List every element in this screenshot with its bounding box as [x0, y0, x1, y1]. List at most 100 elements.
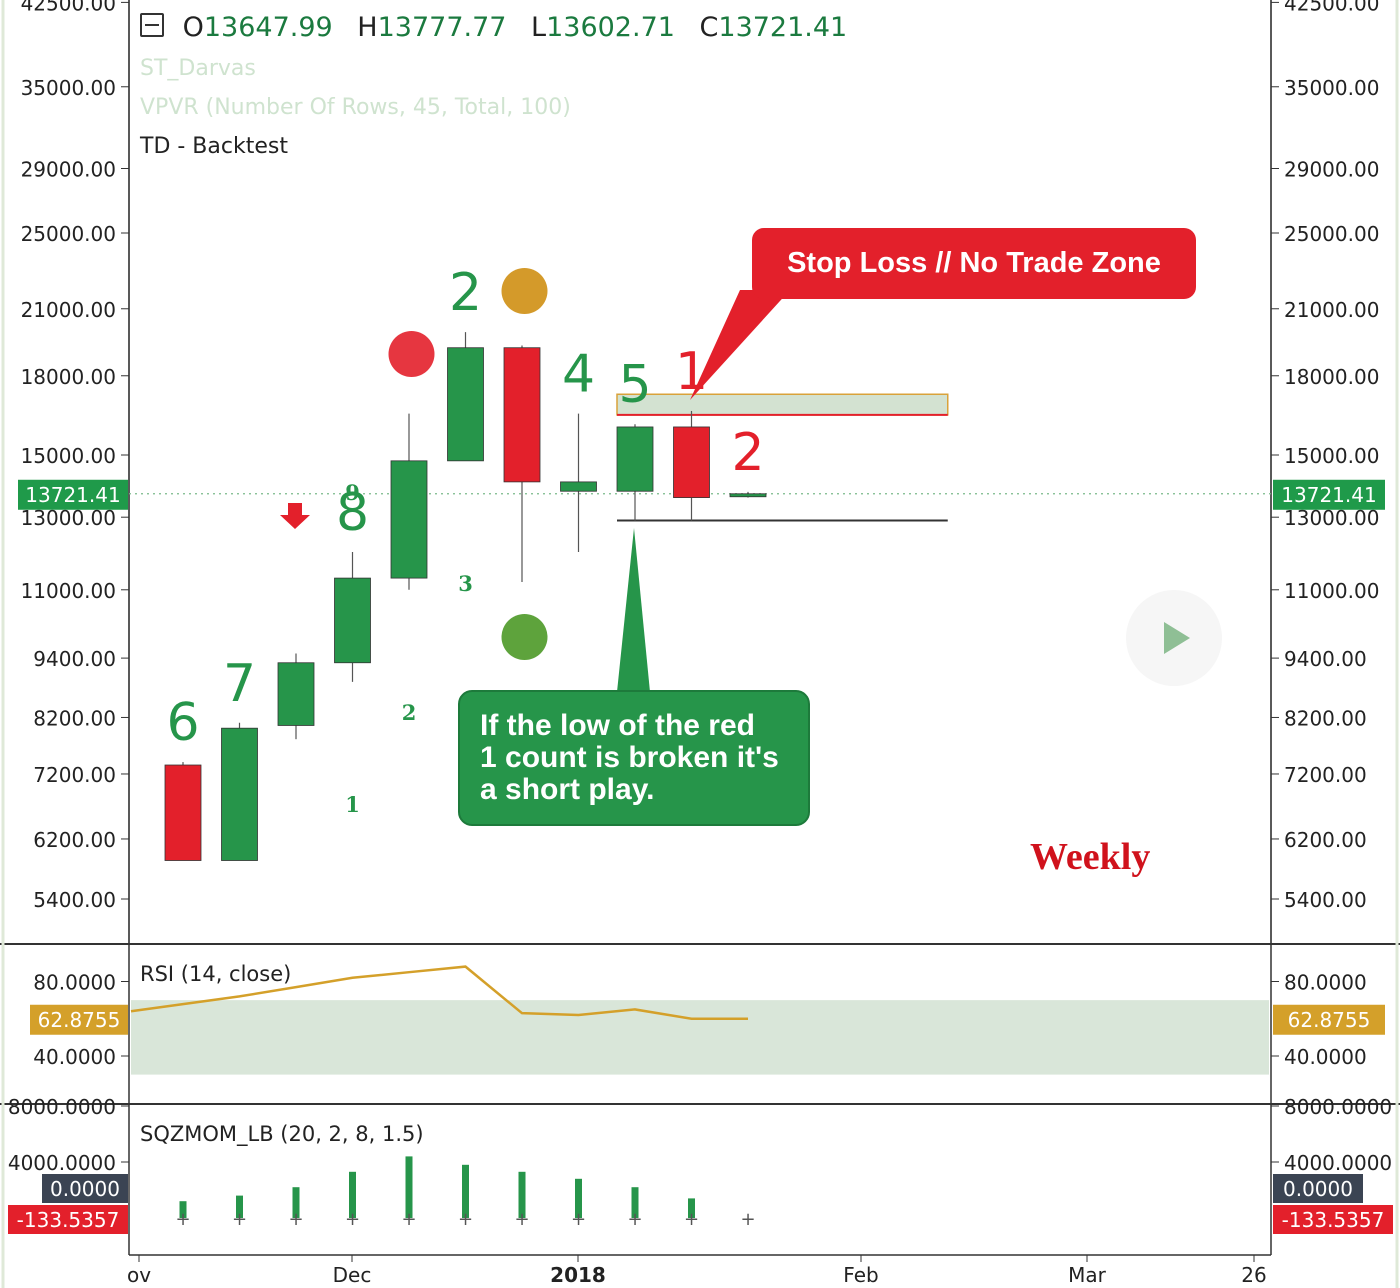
y-tick-label-left: 42500.00 — [21, 0, 116, 15]
rsi-band — [131, 1000, 1269, 1075]
sqz-cross-marker: + — [232, 1209, 247, 1230]
y-tick-label-left: 8200.00 — [33, 706, 116, 730]
sqz-tick-label-right: 4000.0000 — [1284, 1151, 1392, 1175]
td-setup-count: 1 — [345, 792, 360, 817]
sqz-value-tag-left — [8, 1205, 128, 1234]
last-price-label-right: 13721.41 — [1281, 483, 1376, 507]
short-play-callout: If the low of the red 1 count is broken … — [458, 690, 810, 826]
td-count: 2 — [449, 263, 482, 323]
sqz-tick-label-left: 4000.0000 — [8, 1151, 116, 1175]
rsi-line — [130, 965, 748, 1020]
y-tick-label-right: 13000.00 — [1284, 506, 1379, 530]
sqz-bar — [462, 1164, 469, 1218]
low-value: 13602.71 — [546, 12, 675, 43]
y-tick-label-right: 29000.00 — [1284, 157, 1379, 181]
sqz-zero-tag-right — [1273, 1174, 1363, 1203]
sqz-cross-marker: + — [345, 1209, 360, 1230]
td-setup-count: 3 — [458, 571, 473, 596]
sqz-bar — [405, 1156, 413, 1218]
sqzmom-label[interactable]: SQZMOM_LB (20, 2, 8, 1.5) — [140, 1122, 424, 1146]
candle-body — [447, 347, 484, 462]
rsi-tick-label-right: 40.0000 — [1284, 1045, 1367, 1069]
td-count: 5 — [618, 355, 651, 415]
candle-body — [616, 426, 654, 492]
indicator-td-backtest[interactable]: TD - Backtest — [140, 134, 288, 159]
ohlc-legend: O13647.99 H13777.77 L13602.71 C13721.41 — [140, 12, 847, 43]
sqz-value-label-left: -133.5357 — [17, 1208, 120, 1232]
sqz-cross-marker: + — [684, 1209, 699, 1230]
stop-zone-box — [616, 393, 949, 416]
y-tick-label-left: 6200.00 — [33, 828, 116, 852]
y-tick-label-right: 21000.00 — [1284, 298, 1379, 322]
x-tick-label: Dec — [333, 1263, 372, 1287]
sqz-bar — [236, 1195, 243, 1218]
td-count: 8 — [336, 483, 369, 543]
y-tick-label-right: 11000.00 — [1284, 579, 1379, 603]
y-tick-label-left: 21000.00 — [21, 298, 116, 322]
short-play-pointer — [617, 528, 650, 692]
y-tick-label-right: 7200.00 — [1284, 763, 1367, 787]
y-tick-label-right: 42500.00 — [1284, 0, 1379, 15]
indicator-vpvr[interactable]: VPVR (Number Of Rows, 45, Total, 100) — [140, 95, 571, 120]
sqz-cross-marker: + — [740, 1209, 755, 1230]
y-tick-label-left: 11000.00 — [21, 579, 116, 603]
minus-square-icon[interactable] — [140, 13, 164, 37]
y-tick-label-right: 8200.00 — [1284, 706, 1367, 730]
close-label: C — [699, 12, 719, 43]
darvas-circle-red — [388, 331, 435, 377]
candle-body — [277, 662, 315, 726]
close-value: 13721.41 — [718, 12, 848, 43]
high-value: 13777.77 — [377, 12, 507, 43]
rsi-tick-label-left: 40.0000 — [33, 1045, 116, 1069]
callout-line-3: a short play. — [480, 773, 655, 806]
y-tick-label-left: 5400.00 — [33, 888, 116, 912]
td-count: 4 — [562, 345, 595, 405]
y-tick-label-left: 29000.00 — [21, 157, 116, 181]
y-tick-label-right: 35000.00 — [1284, 76, 1379, 100]
candle-body — [221, 727, 258, 861]
rsi-tick-label-right: 80.0000 — [1284, 971, 1367, 995]
x-tick-label: ov — [127, 1263, 151, 1287]
sqz-bar — [518, 1171, 526, 1218]
td-setup-count: 9 — [345, 480, 360, 505]
candle-body — [729, 493, 767, 498]
td-count: 1 — [675, 342, 708, 402]
candle-body — [503, 347, 541, 483]
sqz-cross-marker: + — [514, 1209, 529, 1230]
indicator-st-darvas[interactable]: ST_Darvas — [140, 56, 256, 81]
y-tick-label-right: 18000.00 — [1284, 365, 1379, 389]
sqz-zero-tag-left — [42, 1174, 128, 1203]
rsi-tick-label-left: 80.0000 — [33, 971, 116, 995]
y-tick-label-right: 15000.00 — [1284, 444, 1379, 468]
rsi-label[interactable]: RSI (14, close) — [140, 962, 292, 986]
sqz-cross-marker: + — [458, 1209, 473, 1230]
sqz-zero-label-right: 0.0000 — [1283, 1177, 1353, 1201]
y-tick-label-left: 15000.00 — [21, 444, 116, 468]
sqz-zero-label-left: 0.0000 — [50, 1177, 120, 1201]
rsi-value-label-right: 62.8755 — [1288, 1008, 1371, 1032]
high-label: H — [357, 12, 378, 43]
td-setup-count: 2 — [402, 700, 417, 725]
y-tick-label-left: 25000.00 — [21, 222, 116, 246]
candle-body — [560, 481, 597, 492]
sqz-bar — [349, 1171, 356, 1218]
sqz-value-tag-right — [1273, 1205, 1393, 1234]
darvas-circle-green — [501, 614, 548, 660]
callout-line-2: 1 count is broken it's — [480, 741, 779, 774]
sqz-cross-marker: + — [401, 1209, 416, 1230]
sqz-bar — [688, 1198, 695, 1218]
last-price-tag-left — [18, 479, 128, 510]
sqz-cross-marker: + — [288, 1209, 303, 1230]
down-arrow-icon — [280, 503, 310, 529]
stop-loss-callout: Stop Loss // No Trade Zone — [752, 228, 1196, 299]
open-label: O — [182, 12, 204, 43]
sqz-bar — [575, 1178, 582, 1218]
y-tick-label-left: 9400.00 — [33, 647, 116, 671]
rsi-value-label-left: 62.8755 — [38, 1008, 121, 1032]
y-tick-label-right: 5400.00 — [1284, 888, 1367, 912]
open-value: 13647.99 — [203, 12, 333, 43]
play-icon[interactable] — [1126, 590, 1222, 686]
candle-body — [334, 577, 371, 664]
sqz-cross-marker: + — [627, 1209, 642, 1230]
